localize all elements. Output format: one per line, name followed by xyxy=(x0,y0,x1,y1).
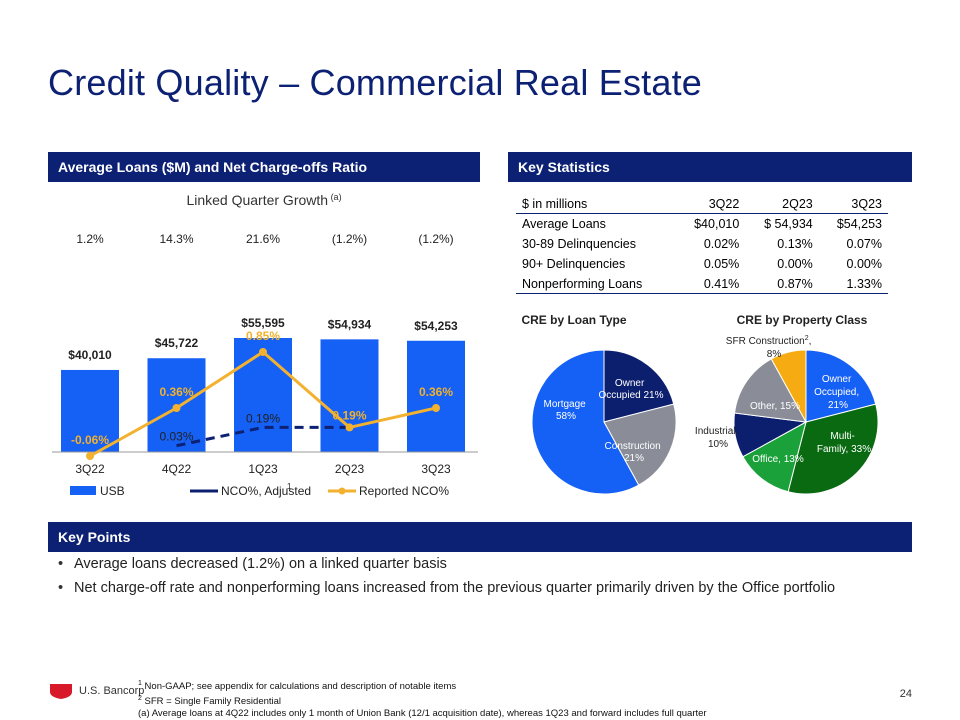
growth-label: (1.2%) xyxy=(418,232,453,246)
table-cell: 90+ Delinquencies xyxy=(522,257,626,271)
x-tick-label: 4Q22 xyxy=(162,462,192,476)
x-tick-label: 3Q23 xyxy=(421,462,451,476)
bar-value-label: $40,010 xyxy=(68,348,112,362)
pie1-construction-label: Construction 21% xyxy=(605,441,664,464)
table-header-row: $ in millions 3Q22 2Q23 3Q23 xyxy=(516,194,888,214)
table-cell: 0.07% xyxy=(846,237,882,251)
footnotes: 1 Non-GAAP; see appendix for calculation… xyxy=(138,678,707,720)
table-cell: $54,253 xyxy=(836,217,882,232)
page-title: Credit Quality – Commercial Real Estate xyxy=(48,62,703,103)
property-pie-slice xyxy=(734,358,807,423)
bar-value-label: $55,595 xyxy=(241,316,285,330)
table-cell: 0.41% xyxy=(676,273,746,294)
col-header: 2Q23 xyxy=(745,194,819,214)
table-cell: Nonperforming Loans xyxy=(516,273,677,294)
property-pie-slice xyxy=(787,403,879,495)
reported-nco-point xyxy=(432,404,440,412)
cre-pie-charts: CRE by Loan Type CRE by Property Class O… xyxy=(521,313,879,495)
table-cell: 0.87% xyxy=(745,273,819,294)
reported-nco-point xyxy=(345,423,354,432)
property-pie-slice xyxy=(742,421,807,493)
legend-reported-marker xyxy=(338,487,346,495)
property-pie-slice xyxy=(805,349,877,423)
pie-property-title: CRE by Property Class xyxy=(737,313,868,327)
pie2-other-label: Other, 15% xyxy=(750,401,800,412)
adjusted-nco-label: 0.03% xyxy=(159,430,193,444)
growth-label: 21.6% xyxy=(246,232,280,246)
legend-usb-label: USB xyxy=(100,484,125,498)
table-row: 30-89 Delinquencies 0.02% 0.13% 0.07% xyxy=(516,234,888,254)
property-pie-slice xyxy=(770,349,807,423)
table-row: 90+ Delinquencies 0.05% 0.00% 0.00% xyxy=(516,254,888,274)
table-cell: Average Loans xyxy=(522,217,606,232)
growth-label: 14.3% xyxy=(159,232,193,246)
bar-value-label: $54,253 xyxy=(414,319,458,333)
loans-section-header: Average Loans ($M) and Net Charge-offs R… xyxy=(48,152,480,182)
footnote-a: (a) Average loans at 4Q22 includes only … xyxy=(138,708,707,720)
growth-label: (1.2%) xyxy=(332,232,367,246)
adjusted-nco-label: 0.19% xyxy=(246,411,280,425)
reported-nco-label: -0.06% xyxy=(71,433,109,447)
table-cell: $ 54,934 xyxy=(764,217,813,232)
col-header: 3Q23 xyxy=(818,194,888,214)
table-cell: 0.02% xyxy=(703,237,740,251)
page-number: 24 xyxy=(899,688,912,700)
legend-adjusted-note: 1 xyxy=(287,482,292,491)
bar-value-label: $54,934 xyxy=(328,317,372,331)
table-cell: 0.00% xyxy=(777,257,813,271)
reported-nco-label: 0.36% xyxy=(159,385,193,399)
shield-logo-icon xyxy=(50,684,72,699)
table-cell: $40,010 xyxy=(694,217,740,232)
pie1-mortgage-label: Mortgage 58% xyxy=(543,399,588,422)
key-points-list: Average loans decreased (1.2%) on a link… xyxy=(58,556,835,604)
pie2-multifamily-label: Multi- Family, 33% xyxy=(817,431,871,455)
col-header: 3Q22 xyxy=(676,194,746,214)
pie1-owner-label: Owner Occupied 21% xyxy=(598,378,663,401)
x-tick-label: 3Q22 xyxy=(75,462,105,476)
points-section-header: Key Points xyxy=(48,522,912,552)
footnote-2: 2 SFR = Single Family Residential xyxy=(138,695,282,708)
reported-nco-label: 0.19% xyxy=(332,408,366,422)
reported-nco-point xyxy=(86,452,94,460)
table-cell: 0.00% xyxy=(846,257,882,271)
pie2-industrial-label: Industrial, 10% xyxy=(695,426,741,450)
footnote-1: 1 Non-GAAP; see appendix for calculation… xyxy=(138,680,457,693)
x-tick-label: 1Q23 xyxy=(248,462,278,476)
brand-name: U.S. Bancorp xyxy=(79,685,145,697)
table-cell: 0.13% xyxy=(777,237,813,251)
loan-type-pie-slice xyxy=(531,349,640,495)
table-cell: 30-89 Delinquencies xyxy=(522,237,636,251)
pie2-owner-label: Owner Occupied, 21% xyxy=(814,374,862,411)
table-row: Nonperforming Loans 0.41% 0.87% 1.33% xyxy=(516,273,888,294)
usb-bar xyxy=(320,339,379,452)
table-row: Average Loans $40,010 $ 54,934 $54,253 xyxy=(516,214,888,234)
pie-loan-type-title: CRE by Loan Type xyxy=(521,313,626,327)
legend-reported-label: Reported NCO% xyxy=(359,484,449,498)
key-statistics-table: $ in millions 3Q22 2Q23 3Q23 Average Loa… xyxy=(516,194,888,294)
pie2-sfr-label: SFR Construction2, 8% xyxy=(726,335,814,360)
chart-subtitle: Linked Quarter Growth (a) xyxy=(186,192,341,208)
loans-nco-chart: Linked Quarter Growth (a) 1.2% 14.3% 21.6%… xyxy=(52,192,478,498)
reported-nco-label: 0.85% xyxy=(246,329,280,343)
bar-value-label: $45,722 xyxy=(155,336,199,350)
col-header: $ in millions xyxy=(516,194,677,214)
legend-adjusted-label: NCO%, Adjusted xyxy=(221,484,311,498)
x-tick-label: 2Q23 xyxy=(335,462,365,476)
legend-usb-swatch xyxy=(70,486,96,495)
pie2-office-label: Office, 13% xyxy=(752,454,804,465)
stats-section-header: Key Statistics xyxy=(508,152,912,182)
usb-bar xyxy=(61,369,119,452)
usb-bar xyxy=(407,340,465,452)
loan-type-pie-slice xyxy=(603,403,677,486)
brand-logo: U.S. Bancorp xyxy=(48,682,144,700)
list-item: Average loans decreased (1.2%) on a link… xyxy=(58,556,835,572)
loan-type-pie-slice xyxy=(603,349,675,423)
reported-nco-label: 0.36% xyxy=(419,385,453,399)
table-cell: 1.33% xyxy=(818,273,888,294)
reported-nco-point xyxy=(259,348,267,356)
list-item: Net charge-off rate and nonperforming lo… xyxy=(58,580,835,596)
reported-nco-point xyxy=(172,404,181,412)
table-cell: 0.05% xyxy=(703,257,740,271)
growth-label: 1.2% xyxy=(76,232,104,246)
